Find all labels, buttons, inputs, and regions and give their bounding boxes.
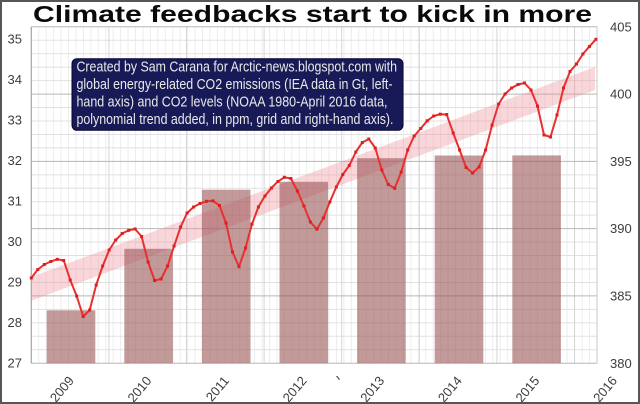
svg-text:Climate feedbacks start to kic: Climate feedbacks start to kick in more [33,1,592,27]
svg-text:27: 27 [8,356,22,371]
svg-text:395: 395 [610,154,632,169]
svg-text:30: 30 [8,234,22,249]
svg-text:380: 380 [610,356,632,371]
svg-text:35: 35 [8,32,22,47]
svg-text:33: 33 [8,113,22,128]
svg-text:Created by Sam Carana for Arct: Created by Sam Carana for Arctic-news.bl… [77,59,398,76]
svg-text:34: 34 [8,72,22,87]
svg-text:385: 385 [610,289,632,304]
svg-text:global energy-related CO2 emis: global energy-related CO2 emissions (IEA… [77,76,393,93]
svg-text:31: 31 [8,194,22,209]
svg-text:polynomial trend added, in ppm: polynomial trend added, in ppm, grid and… [77,111,394,128]
svg-text:32: 32 [8,153,22,168]
svg-text:28: 28 [8,315,22,330]
svg-text:405: 405 [610,19,632,34]
svg-text:29: 29 [8,275,22,290]
svg-text:390: 390 [610,221,632,236]
svg-text:400: 400 [610,87,632,102]
svg-text:hand axis) and CO2 levels (NOA: hand axis) and CO2 levels (NOAA 1980-Apr… [77,94,388,111]
